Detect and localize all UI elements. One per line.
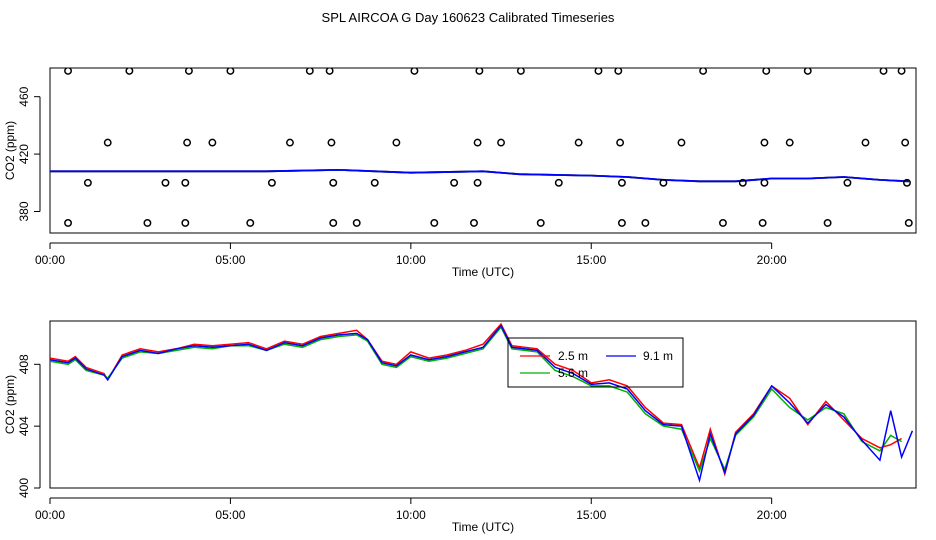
plot-area (50, 322, 914, 484)
x-tick-label: 20:00 (757, 508, 787, 522)
calibration-point (594, 68, 603, 75)
calibration-point (246, 219, 255, 227)
legend: 2.5 m 9.1 m 5.6 m (507, 337, 684, 388)
calibration-point (352, 219, 361, 227)
calibration-point (392, 138, 401, 147)
calibration-point (760, 178, 769, 187)
calibration-point (329, 219, 338, 227)
calibration-point (536, 219, 545, 227)
calibration-point (473, 138, 482, 147)
y-tick-label: 460 (17, 86, 31, 106)
calibration-point (738, 178, 747, 187)
calibration-point (450, 178, 459, 187)
calibration-point (325, 68, 334, 75)
chart-title: SPL AIRCOA G Day 160623 Calibrated Times… (322, 10, 615, 25)
calibration-point (64, 219, 72, 227)
calibration-point (143, 219, 152, 227)
calibration-point (616, 138, 625, 147)
calibration-point (641, 219, 650, 227)
calibration-point (181, 178, 190, 187)
calibration-point (83, 178, 92, 187)
calibration-point (901, 138, 910, 147)
calibration-point (719, 219, 727, 227)
x-tick-label: 00:00 (35, 508, 65, 522)
calibration-point (516, 68, 525, 75)
calibration-point (823, 219, 832, 227)
calibration-point (699, 68, 708, 75)
y-tick-label: 380 (17, 201, 31, 221)
calibration-point (161, 178, 170, 187)
y-axis-label: CO2 (ppm) (3, 375, 17, 434)
calibration-point (370, 178, 379, 187)
calibration-point (64, 68, 72, 75)
y-axis-label: CO2 (ppm) (3, 121, 17, 180)
calibration-point (497, 138, 505, 147)
x-tick-label: 10:00 (396, 508, 426, 522)
calibration-point (903, 178, 911, 187)
x-tick-label: 10:00 (396, 253, 426, 267)
x-tick-label: 15:00 (576, 508, 606, 522)
calibration-point (430, 219, 439, 227)
calibration-point (286, 138, 294, 147)
calibration-point (329, 178, 338, 187)
calibration-point (897, 68, 906, 75)
calibration-point (473, 178, 482, 187)
calibration-point (904, 219, 913, 227)
y-tick-label: 404 (17, 416, 31, 436)
calibration-point (305, 68, 314, 75)
x-tick-label: 20:00 (757, 253, 787, 267)
legend-label: 5.6 m (558, 366, 588, 380)
calibration-point (574, 138, 583, 147)
calibration-panel: 00:00 05:00 10:00 15:00 20:00 Time (UTC) 380 42… (3, 67, 917, 279)
x-axis-label: Time (UTC) (452, 265, 514, 279)
calibration-point (803, 68, 812, 75)
calibration-point (785, 138, 794, 147)
calibration-point (226, 68, 235, 75)
legend-label: 2.5 m (558, 349, 588, 363)
calibration-point (475, 68, 484, 75)
calibration-point (554, 178, 563, 187)
timeseries-panel: 00:00 05:00 10:00 15:00 20:00 Time (UTC) 400 40… (3, 320, 917, 534)
plot-frame (49, 320, 917, 489)
x-tick-label: 05:00 (215, 253, 245, 267)
calibration-point (208, 138, 217, 147)
calibration-point (103, 138, 112, 147)
calibration-point (677, 138, 686, 147)
x-tick-label: 05:00 (215, 508, 245, 522)
calibration-point (760, 138, 769, 147)
calibration-point (758, 219, 767, 227)
calibration-point (617, 219, 626, 227)
series-line (50, 168, 909, 183)
x-axis-label: Time (UTC) (452, 520, 514, 534)
calibration-point (843, 178, 852, 187)
y-tick-label: 408 (17, 354, 31, 374)
calibration-point (762, 68, 771, 75)
y-tick-label: 400 (17, 478, 31, 498)
series-line-5-6-m (50, 325, 902, 474)
y-tick-label: 420 (17, 144, 31, 164)
x-tick-label: 15:00 (576, 253, 606, 267)
legend-label: 9.1 m (643, 349, 673, 363)
calibration-point (659, 178, 668, 187)
series-line-2-5-m (50, 322, 902, 477)
plot-area (50, 68, 913, 227)
calibration-point (327, 138, 336, 147)
calibration-point (470, 219, 478, 227)
calibration-point (861, 138, 870, 147)
calibration-point (410, 68, 419, 75)
calibration-point (184, 68, 193, 75)
legend-box (507, 337, 684, 388)
calibration-point (617, 178, 626, 187)
x-tick-label: 00:00 (35, 253, 65, 267)
plot-frame (49, 67, 917, 234)
series-line-9-1-m (50, 324, 914, 484)
calibration-point (614, 68, 623, 75)
calibration-point (879, 68, 888, 75)
calibration-point (125, 68, 134, 75)
calibration-point (181, 219, 190, 227)
calibration-point (267, 178, 276, 187)
calibration-point (183, 138, 192, 147)
